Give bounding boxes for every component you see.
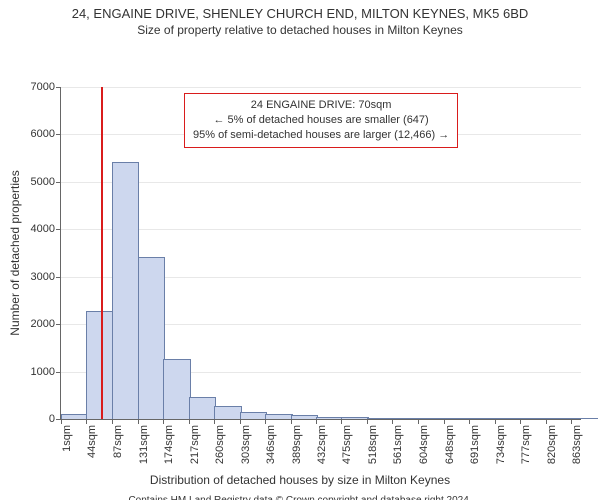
plot-area: 010002000300040005000600070001sqm44sqm87… — [60, 87, 581, 420]
xtick-label: 260sqm — [214, 425, 226, 464]
ytick-label: 0 — [49, 413, 61, 425]
annotation-line: 95% of semi-detached houses are larger (… — [193, 128, 449, 143]
histogram-bar — [495, 418, 522, 419]
histogram-bar — [138, 257, 165, 419]
xtick-mark — [392, 419, 393, 424]
histogram-bar — [392, 418, 419, 419]
xtick-label: 87sqm — [112, 425, 124, 458]
xtick-label: 44sqm — [86, 425, 98, 458]
x-axis-label: Distribution of detached houses by size … — [0, 473, 600, 487]
ytick-label: 1000 — [31, 366, 61, 378]
histogram-bar — [112, 162, 139, 419]
histogram-bar — [546, 418, 573, 419]
xtick-label: 131sqm — [138, 425, 150, 464]
ytick-label: 4000 — [31, 223, 61, 235]
xtick-mark — [240, 419, 241, 424]
xtick-label: 518sqm — [367, 425, 379, 464]
xtick-mark — [341, 419, 342, 424]
xtick-label: 561sqm — [392, 425, 404, 464]
xtick-label: 389sqm — [291, 425, 303, 464]
gridline — [61, 87, 581, 88]
histogram-bar — [418, 418, 445, 419]
xtick-label: 863sqm — [571, 425, 583, 464]
chart-subtitle: Size of property relative to detached ho… — [0, 21, 600, 37]
histogram-bar — [189, 397, 216, 419]
histogram-bar — [316, 417, 343, 419]
ytick-label: 5000 — [31, 176, 61, 188]
xtick-mark — [469, 419, 470, 424]
xtick-mark — [138, 419, 139, 424]
histogram-bar — [163, 359, 190, 419]
chart-title: 24, ENGAINE DRIVE, SHENLEY CHURCH END, M… — [0, 0, 600, 21]
xtick-label: 303sqm — [240, 425, 252, 464]
xtick-label: 820sqm — [546, 425, 558, 464]
xtick-mark — [316, 419, 317, 424]
histogram-bar — [341, 417, 368, 419]
xtick-label: 432sqm — [316, 425, 328, 464]
ytick-label: 6000 — [31, 128, 61, 140]
reference-line — [101, 87, 103, 419]
xtick-mark — [418, 419, 419, 424]
histogram-bar — [367, 418, 394, 419]
xtick-label: 1sqm — [61, 425, 73, 452]
annotation-box: 24 ENGAINE DRIVE: 70sqm← 5% of detached … — [184, 93, 458, 148]
ytick-label: 3000 — [31, 271, 61, 283]
xtick-mark — [546, 419, 547, 424]
histogram-bar — [240, 412, 267, 419]
xtick-label: 475sqm — [341, 425, 353, 464]
xtick-label: 174sqm — [163, 425, 175, 464]
xtick-mark — [112, 419, 113, 424]
histogram-bar — [61, 414, 88, 419]
annotation-line: ← 5% of detached houses are smaller (647… — [193, 113, 449, 128]
histogram-bar — [520, 418, 547, 419]
histogram-bar — [265, 414, 292, 419]
histogram-bar — [214, 406, 241, 419]
y-axis-label: Number of detached properties — [8, 170, 22, 335]
xtick-label: 604sqm — [418, 425, 430, 464]
histogram-bar — [571, 418, 598, 419]
xtick-label: 777sqm — [520, 425, 532, 464]
ytick-label: 2000 — [31, 318, 61, 330]
annotation-line: 24 ENGAINE DRIVE: 70sqm — [193, 98, 449, 113]
histogram-bar — [444, 418, 471, 419]
xtick-label: 648sqm — [444, 425, 456, 464]
ytick-label: 7000 — [31, 81, 61, 93]
xtick-label: 346sqm — [265, 425, 277, 464]
xtick-mark — [495, 419, 496, 424]
xtick-label: 734sqm — [495, 425, 507, 464]
histogram-bar — [469, 418, 496, 419]
histogram-bar — [291, 415, 318, 419]
xtick-mark — [520, 419, 521, 424]
xtick-mark — [367, 419, 368, 424]
xtick-mark — [189, 419, 190, 424]
xtick-mark — [61, 419, 62, 424]
xtick-label: 691sqm — [469, 425, 481, 464]
xtick-mark — [571, 419, 572, 424]
xtick-mark — [86, 419, 87, 424]
footer-attribution: Contains HM Land Registry data © Crown c… — [0, 495, 600, 500]
chart-area: Number of detached properties 0100020003… — [0, 37, 600, 469]
xtick-mark — [214, 419, 215, 424]
xtick-mark — [163, 419, 164, 424]
xtick-label: 217sqm — [189, 425, 201, 464]
xtick-mark — [291, 419, 292, 424]
xtick-mark — [444, 419, 445, 424]
xtick-mark — [265, 419, 266, 424]
